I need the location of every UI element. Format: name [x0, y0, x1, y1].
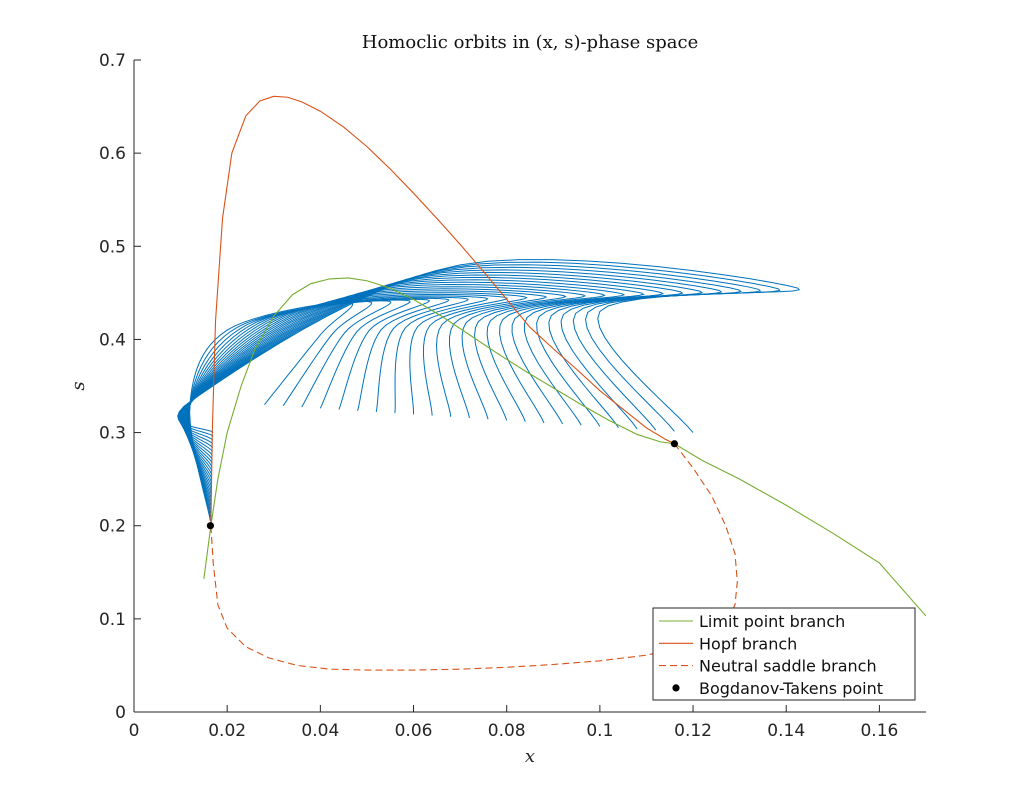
- x-tick-label: 0: [129, 721, 140, 741]
- homoclinic-orbit: [178, 264, 762, 441]
- homoclinic-orbit: [180, 271, 703, 453]
- homoclinic-orbit: [177, 261, 781, 437]
- bogdanov-takens-point: [206, 522, 215, 530]
- y-tick-label: 0.7: [99, 51, 126, 71]
- legend-label-neutral-saddle-branch: Neutral saddle branch: [699, 657, 877, 676]
- chart-title: Homoclic orbits in (x, s)-phase space: [362, 32, 698, 53]
- homoclinic-orbit: [178, 266, 742, 445]
- x-axis-label: x: [525, 746, 535, 767]
- legend-label-limit-point-branch: Limit point branch: [699, 612, 845, 631]
- homoclinic-orbit: [183, 286, 587, 476]
- hopf-branch-line: [210, 95, 675, 526]
- homoclinic-orbit: [185, 293, 509, 491]
- homoclinic-orbit: [181, 276, 665, 460]
- y-tick-label: 0.2: [99, 517, 126, 537]
- bifurcation-branches: [203, 95, 926, 671]
- homoclinic-orbit: [180, 274, 684, 456]
- legend: Limit point branch Hopf branch Neutral sad…: [652, 607, 916, 701]
- y-tick-label: 0.1: [99, 610, 126, 630]
- neutral-saddle-branch-line: [210, 443, 738, 671]
- homoclinic-orbit: [177, 259, 801, 433]
- y-axis-label: s: [68, 381, 89, 390]
- x-tick-label: 0.16: [860, 721, 898, 741]
- legend-label-bogdanov-takens-point: Bogdanov-Takens point: [699, 679, 883, 698]
- homoclinic-orbit: [181, 279, 645, 464]
- plot-area: [177, 95, 926, 671]
- y-axis-ticks: 0 0.1 0.2 0.3 0.4 0.5 0.6 0.7: [99, 51, 141, 723]
- legend-box: [652, 607, 916, 701]
- y-tick-label: 0.4: [99, 330, 126, 350]
- homoclinic-orbit: [179, 269, 723, 449]
- x-tick-label: 0.1: [586, 721, 613, 741]
- homoclinic-orbit: [183, 283, 606, 472]
- x-axis-ticks: 0 0.02 0.04 0.06 0.08 0.1 0.12 0.14 0.16: [129, 705, 898, 741]
- homoclinic-orbit: [185, 292, 528, 487]
- x-tick-label: 0.02: [208, 721, 246, 741]
- legend-marker-bogdanov-takens-point: [672, 684, 680, 692]
- y-tick-label: 0.3: [99, 424, 126, 444]
- x-tick-label: 0.04: [301, 721, 339, 741]
- homoclinic-orbits: [177, 259, 801, 522]
- homoclinic-orbit: [182, 281, 626, 468]
- bogdanov-takens-point: [670, 440, 679, 448]
- y-tick-label: 0.5: [99, 237, 126, 257]
- axes: [133, 60, 926, 713]
- bogdanov-takens-points: [206, 440, 679, 530]
- x-tick-label: 0.08: [488, 721, 526, 741]
- legend-label-hopf-branch: Hopf branch: [699, 634, 797, 653]
- y-tick-label: 0: [115, 703, 126, 723]
- homoclinic-orbit: [186, 295, 489, 495]
- x-tick-label: 0.14: [767, 721, 805, 741]
- homoclinic-orbit: [187, 297, 450, 502]
- x-tick-label: 0.06: [395, 721, 433, 741]
- limit-point-branch-line: [203, 277, 926, 617]
- y-tick-label: 0.6: [99, 144, 126, 164]
- homoclinic-orbit: [187, 298, 430, 506]
- x-tick-label: 0.12: [674, 721, 712, 741]
